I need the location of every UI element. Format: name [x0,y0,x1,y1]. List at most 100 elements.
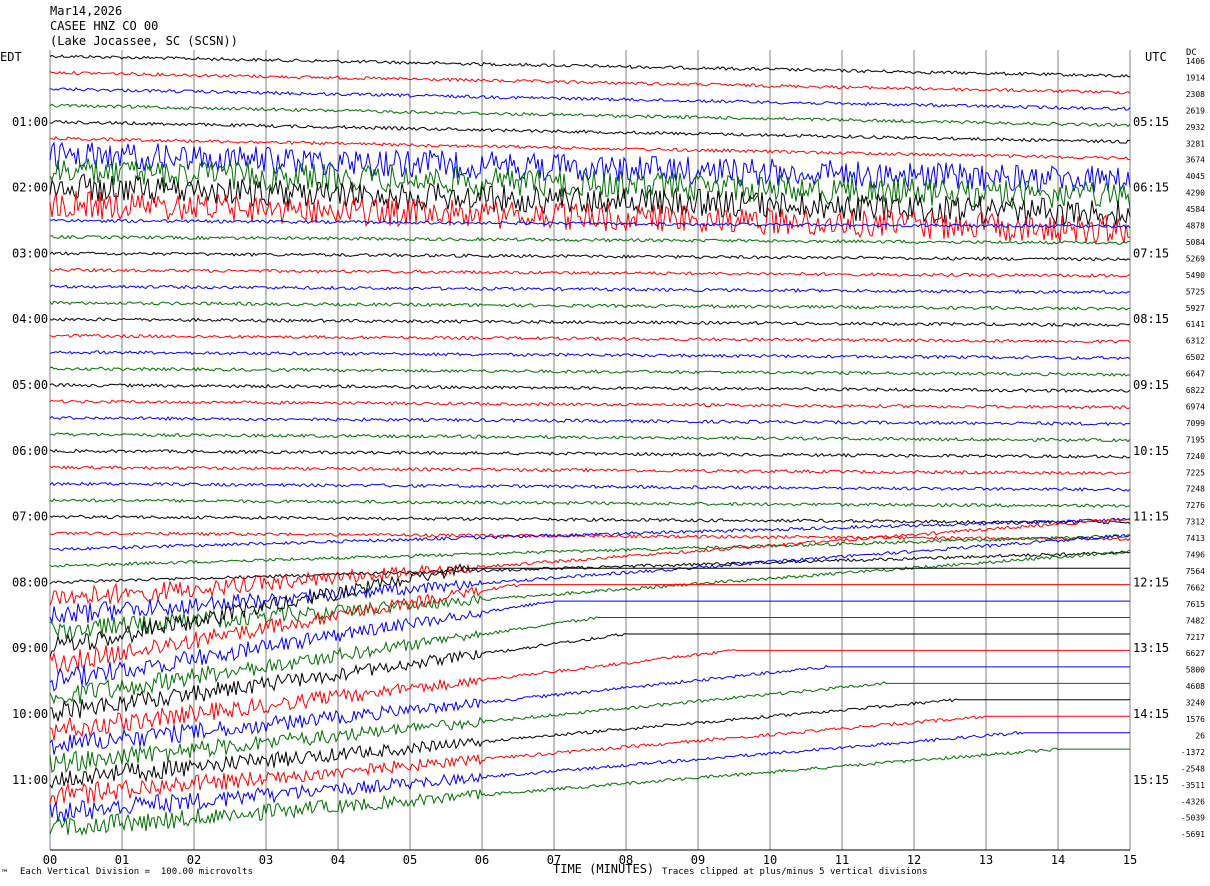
header-location: (Lake Jocassee, SC (SCSN)) [50,34,238,48]
dc-offset-label: -2548 [1181,764,1205,773]
trace-line [49,481,1131,492]
header-station: CASEE HNZ CO 00 [50,19,159,33]
trace-line [49,54,1131,78]
x-tick-label: 02 [187,853,201,867]
trace-line [49,517,1131,552]
left-time-label: 02:00 [12,181,48,195]
trace-line [49,715,1130,807]
dc-offset-label: 7662 [1186,583,1205,592]
x-tick-label: 03 [259,853,273,867]
trace-line [49,649,1130,741]
dc-offset-label: 6627 [1186,649,1205,658]
left-time-label: 06:00 [12,444,48,458]
trace-line [49,448,1131,459]
left-time-label: 03:00 [12,246,48,260]
dc-label: DC [1186,48,1197,58]
x-tick-label: 09 [691,853,705,867]
dc-offset-label: 4608 [1186,682,1205,691]
trace-line [49,218,1131,229]
dc-offset-label: 1406 [1186,57,1205,66]
left-time-label: 08:00 [12,575,48,589]
dc-offset-label: 4290 [1186,189,1205,198]
x-tick-label: 04 [331,853,345,867]
axis-labels: 00 01 02 03 04 05 06 07 08 09 10 11 12 13 14 15 01:00 02:… [12,57,1205,867]
x-tick-label: 12 [907,853,921,867]
dc-offset-label: 1914 [1186,73,1205,82]
trace-line [49,583,1130,676]
trace-line [49,87,1131,111]
x-tick-label: 15 [1123,853,1137,867]
trace-line [49,563,1130,658]
trace-line [49,136,1131,161]
dc-offset-label: 5725 [1186,287,1205,296]
dc-offset-label: 2932 [1186,123,1205,132]
trace-line [49,531,1131,542]
trace-line [49,681,1130,774]
dc-offset-label: 5269 [1186,254,1205,263]
dc-offset-label: 3281 [1186,139,1205,148]
x-axis-title: TIME (MINUTES) [553,862,655,876]
dc-offset-label: 2308 [1186,90,1205,99]
trace-line [49,267,1131,278]
trace-line [49,517,1131,606]
dc-offset-label: 26 [1195,731,1205,740]
header-date: Mar14,2026 [50,4,123,18]
dc-offset-label: 3240 [1186,699,1205,708]
trace-line [49,514,1131,525]
x-tick-label: 10 [763,853,777,867]
trace-line [49,317,1131,328]
right-time-label: 14:15 [1133,707,1169,721]
x-tick-label: 11 [835,853,849,867]
trace-line [49,534,1131,624]
left-time-label: 11:00 [12,773,48,787]
right-time-label: 11:15 [1133,510,1169,524]
right-time-label: 15:15 [1133,773,1169,787]
trace-line [49,251,1131,262]
trace-line [49,333,1131,344]
dc-offset-label: 7248 [1186,485,1205,494]
dc-offset-label: 6647 [1186,370,1205,379]
trace-line [49,234,1131,245]
right-time-label: 13:15 [1133,641,1169,655]
left-timezone-label: EDT [0,50,22,64]
right-time-label: 05:15 [1133,115,1169,129]
dc-offset-label: 4878 [1186,222,1205,231]
trace-line [49,158,1131,211]
trace-line [49,633,1130,722]
trace-line [49,399,1131,410]
dc-offset-label: 4584 [1186,205,1205,214]
right-timezone-label: UTC [1145,50,1167,64]
trace-line [49,120,1131,144]
dc-offset-label: -5039 [1181,814,1205,823]
trace-line [49,173,1131,227]
dc-offset-label: 7217 [1186,633,1205,642]
dc-offset-label: 7496 [1186,551,1205,560]
dc-offset-label: 7240 [1186,452,1205,461]
dc-offset-label: 5800 [1186,666,1205,675]
dc-offset-label: -5691 [1181,830,1205,839]
left-time-label: 01:00 [12,115,48,129]
trace-line [49,141,1131,193]
dc-offset-label: -4326 [1181,797,1205,806]
dc-offset-label: 2619 [1186,106,1205,115]
left-time-label: 10:00 [12,707,48,721]
right-time-label: 07:15 [1133,246,1169,260]
dc-offset-label: 1576 [1186,715,1205,724]
trace-line [49,498,1131,508]
left-time-label: 07:00 [12,510,48,524]
trace-line [49,550,1131,585]
dc-offset-label: 6822 [1186,386,1205,395]
trace-line [49,664,1130,755]
dc-offset-label: 7482 [1186,616,1205,625]
x-tick-label: 06 [475,853,489,867]
right-time-label: 06:15 [1133,181,1169,195]
dc-offset-label: 6312 [1186,337,1205,346]
trace-line [49,300,1131,311]
traces [49,54,1131,837]
left-time-label: 09:00 [12,641,48,655]
trace-line [49,465,1131,476]
dc-offset-label: 5084 [1186,238,1205,247]
dc-offset-label: 7225 [1186,468,1205,477]
dc-offset-label: 7564 [1186,567,1205,576]
